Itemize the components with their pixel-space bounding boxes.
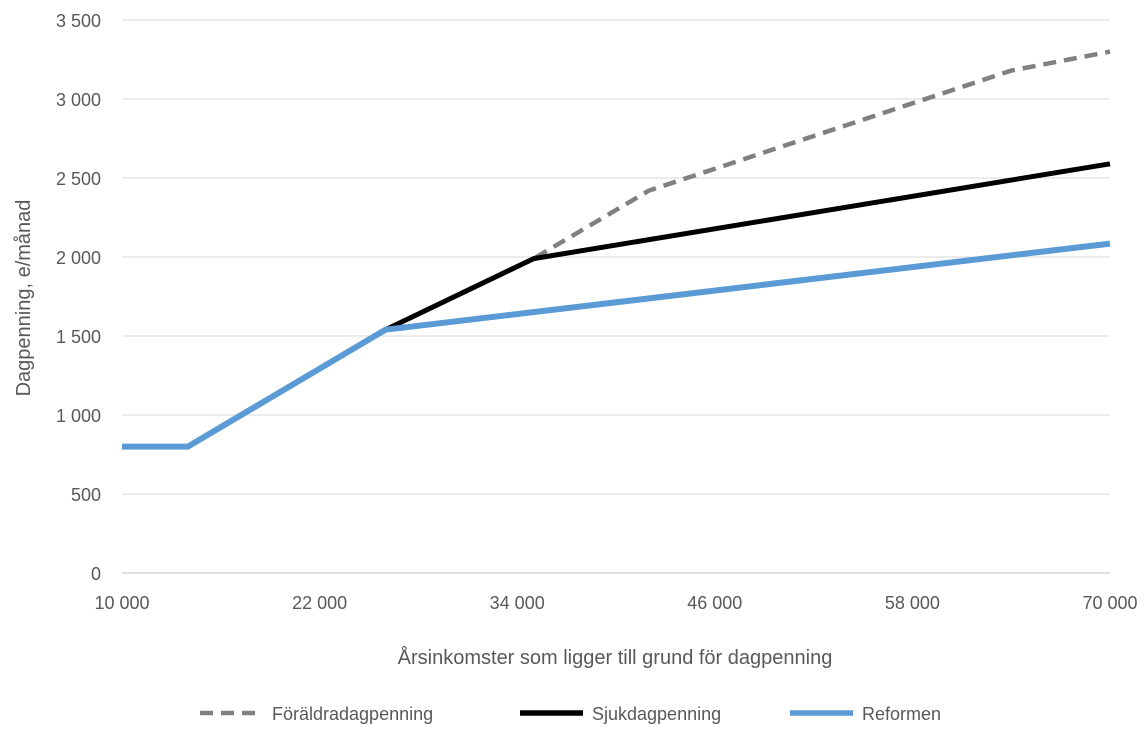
legend-label: Sjukdagpenning [592,704,721,724]
y-tick-label: 2 500 [56,169,101,189]
y-tick-label: 2 000 [56,248,101,268]
legend-label: Föräldradagpenning [272,704,433,724]
y-tick-label: 1 500 [56,327,101,347]
series-line-1 [122,49,1111,449]
y-axis-title: Dagpenning, e/månad [13,200,35,397]
y-tick-label: 500 [71,485,101,505]
y-tick-label: 3 500 [56,11,101,31]
legend: Föräldradagpenning Sjukdagpenning Reformen [200,704,941,724]
y-tick-label: 0 [91,564,101,584]
x-axis-tick-labels: 10 000 22 000 34 000 46 000 58 000 70 000 [94,593,1137,613]
grid-lines [122,19,1110,574]
x-tick-label: 70 000 [1082,593,1137,613]
x-axis-title: Årsinkomster som ligger till grund för d… [398,646,833,669]
y-tick-label: 1 000 [56,406,101,426]
x-tick-label: 22 000 [292,593,347,613]
x-tick-label: 46 000 [687,593,742,613]
series-line-3 [122,240,1111,450]
y-axis-tick-labels: 0 500 1 000 1 500 2 000 2 500 3 000 3 500 [56,11,101,584]
x-tick-label: 34 000 [490,593,545,613]
x-tick-label: 58 000 [885,593,940,613]
legend-label: Reformen [862,704,941,724]
x-tick-label: 10 000 [94,593,149,613]
series-lines [122,49,1111,450]
y-tick-label: 3 000 [56,90,101,110]
